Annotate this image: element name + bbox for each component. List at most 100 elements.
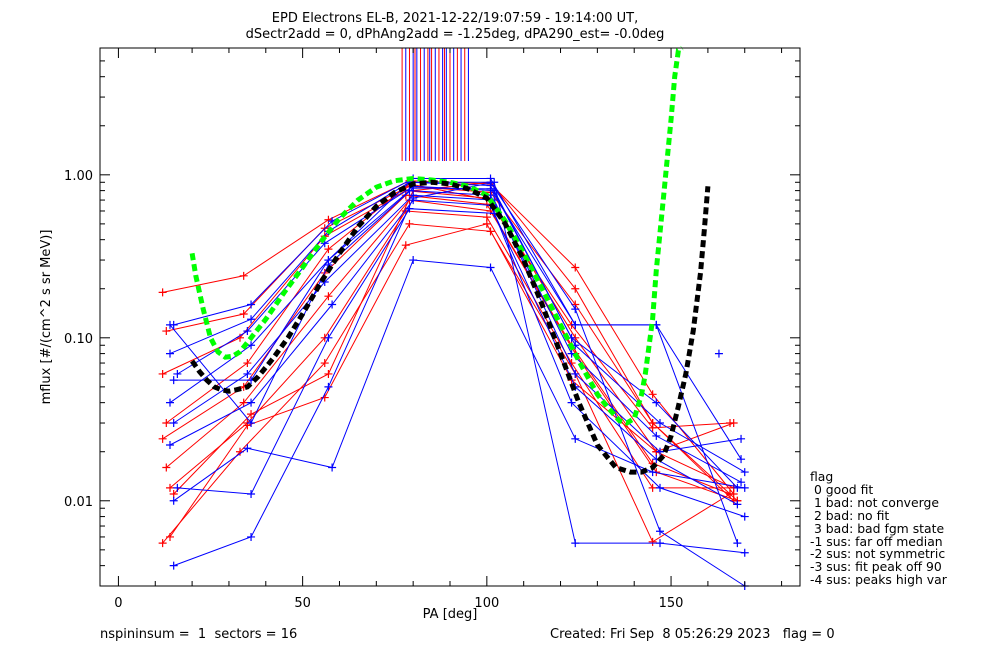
data-point-marker xyxy=(571,369,580,378)
legend-row: -1 sus: far off median xyxy=(810,533,943,549)
data-point-marker xyxy=(173,483,182,492)
data-point-marker xyxy=(571,284,580,293)
y-tick-label: 0.01 xyxy=(64,495,93,510)
outlier-point-marker xyxy=(714,349,723,358)
data-point-marker xyxy=(169,419,178,428)
data-point-marker xyxy=(247,419,256,428)
data-point-marker xyxy=(320,359,329,368)
x-tick-label: 50 xyxy=(294,596,311,611)
series-line xyxy=(173,181,745,587)
series-line xyxy=(173,259,745,502)
data-point-marker xyxy=(328,300,337,309)
data-point-marker xyxy=(166,532,174,541)
y-tick-label: 1.00 xyxy=(64,169,93,184)
data-point-marker xyxy=(740,548,749,557)
data-point-marker xyxy=(733,539,742,548)
data-point-marker xyxy=(571,305,580,314)
series-line xyxy=(162,190,731,429)
sector-marks xyxy=(401,48,469,161)
y-tick-label: 0.10 xyxy=(64,332,93,347)
data-point-marker xyxy=(324,333,333,342)
data-point-marker xyxy=(166,440,174,449)
y-axis-label: mflux [#/(cm^2 s sr MeV)] xyxy=(39,230,54,405)
data-point-marker xyxy=(324,369,333,378)
legend-row: 3 bad: bad fgm state xyxy=(810,520,945,536)
legend-row: 1 bad: not converge xyxy=(810,494,939,510)
data-point-marker xyxy=(571,263,580,272)
data-point-marker xyxy=(656,483,664,492)
data-point-marker xyxy=(486,263,495,272)
data-point-marker xyxy=(247,300,256,309)
data-point-marker xyxy=(656,539,664,548)
data-point-marker xyxy=(247,532,256,541)
data-point-marker xyxy=(656,527,664,536)
data-point-marker xyxy=(729,419,738,428)
series-line xyxy=(169,187,738,544)
data-point-marker xyxy=(324,292,333,301)
data-point-marker xyxy=(409,194,418,203)
data-point-marker xyxy=(166,398,174,407)
axis-layer: 0 50 100 150 0.01 0.10 1.00 xyxy=(64,47,800,611)
data-point-marker xyxy=(324,382,333,391)
x-axis-label: PA [deg] xyxy=(423,607,478,622)
series-line xyxy=(169,199,738,505)
data-point-marker xyxy=(243,327,252,336)
black-dashed-fit xyxy=(190,179,711,475)
data-point-marker xyxy=(247,490,256,499)
data-point-marker xyxy=(737,455,746,464)
data-point-marker xyxy=(737,434,746,443)
data-point-marker xyxy=(239,398,248,407)
flag-legend: flag 0 good fit 1 bad: not converge 2 ba… xyxy=(810,469,947,588)
series-line xyxy=(169,223,734,538)
data-point-marker xyxy=(247,341,256,350)
data-point-marker xyxy=(247,315,256,324)
data-point-marker xyxy=(162,327,171,336)
footer-right: Created: Fri Sep 8 05:26:29 2023 flag = … xyxy=(550,627,835,642)
data-point-marker xyxy=(243,369,252,378)
data-point-marker xyxy=(173,369,182,378)
data-point-marker xyxy=(169,376,178,385)
data-point-marker xyxy=(324,215,333,224)
legend-title: flag xyxy=(810,469,834,484)
x-tick-label: 150 xyxy=(659,596,684,611)
data-point-marker xyxy=(166,320,174,329)
data-point-marker xyxy=(648,483,657,492)
data-point-marker xyxy=(169,496,178,505)
data-point-marker xyxy=(652,398,661,407)
data-point-marker xyxy=(158,539,167,548)
data-point-marker xyxy=(656,419,664,428)
data-point-marker xyxy=(740,512,749,521)
data-point-marker xyxy=(567,398,576,407)
data-point-marker xyxy=(740,468,749,477)
series-line xyxy=(165,199,738,502)
data-point-marker xyxy=(571,320,580,329)
data-point-marker xyxy=(162,419,171,428)
data-point-marker xyxy=(648,419,657,428)
x-tick-label: 100 xyxy=(474,596,499,611)
data-point-marker xyxy=(158,434,167,443)
data-point-marker xyxy=(324,256,333,265)
legend-row: 2 bad: no fit xyxy=(810,507,890,523)
data-point-marker xyxy=(409,256,418,265)
data-point-marker xyxy=(652,431,661,440)
data-point-marker xyxy=(648,537,657,546)
data-point-marker xyxy=(656,447,664,456)
data-point-marker xyxy=(571,434,580,443)
footer-left: nspininsum = 1 sectors = 16 xyxy=(100,627,298,642)
data-point-marker xyxy=(247,398,256,407)
legend-row: -3 sus: fit peak off 90 xyxy=(810,559,942,575)
data-point-marker xyxy=(239,271,248,280)
data-point-marker xyxy=(169,561,178,570)
green-dashed-fit xyxy=(189,45,684,426)
data-point-marker xyxy=(401,241,410,250)
chart-title: EPD Electrons EL-B, 2021-12-22/19:07:59 … xyxy=(272,11,638,26)
legend-row: -4 sus: peaks high var xyxy=(810,572,947,588)
fit-layer xyxy=(189,45,723,475)
series-line xyxy=(162,223,731,544)
data-point-marker xyxy=(243,359,252,368)
data-point-marker xyxy=(482,219,491,228)
data-point-marker xyxy=(733,483,742,492)
data-point-marker xyxy=(162,463,171,472)
data-point-marker xyxy=(158,288,167,297)
